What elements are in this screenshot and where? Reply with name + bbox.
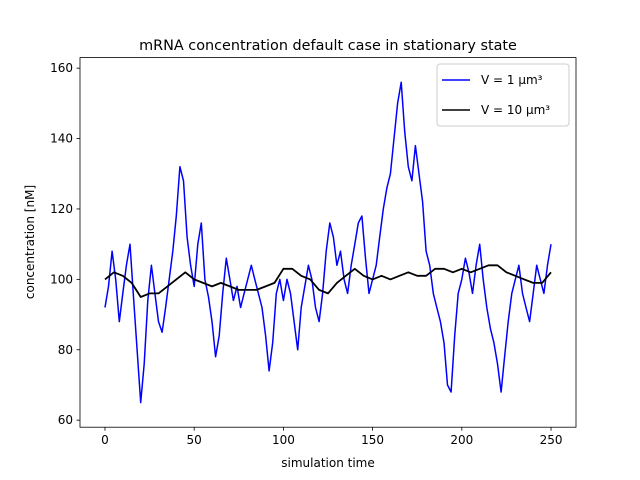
y-tick-label: 60: [58, 413, 73, 427]
chart-title: mRNA concentration default case in stati…: [139, 38, 517, 54]
series-layer: [104, 81, 552, 404]
y-tick-label: 160: [50, 61, 73, 75]
y-tick-label: 140: [50, 132, 73, 146]
x-axis-ticks: 0 50 100 150 200 250: [101, 427, 562, 447]
x-tick-label: 0: [101, 433, 109, 447]
y-tick-label: 80: [58, 343, 73, 357]
x-axis-label: simulation time: [281, 456, 374, 470]
x-tick-label: 100: [272, 433, 295, 447]
legend-label-series-2: V = 10 μm³: [481, 103, 550, 117]
legend: V = 1 μm³ V = 10 μm³: [436, 63, 570, 127]
y-tick-label: 100: [50, 272, 73, 286]
series-line-2: [104, 264, 552, 298]
x-tick-label: 50: [187, 433, 202, 447]
x-tick-label: 250: [540, 433, 563, 447]
x-tick-label: 150: [361, 433, 384, 447]
series-line-1: [104, 81, 552, 404]
plot-frame: [79, 57, 577, 428]
y-tick-label: 120: [50, 202, 73, 216]
legend-label-series-1: V = 1 μm³: [481, 73, 543, 87]
y-axis-ticks: 60 80 100 120 140 160: [50, 61, 80, 427]
y-axis-label: concentration [nM]: [23, 185, 37, 299]
x-tick-label: 200: [450, 433, 473, 447]
